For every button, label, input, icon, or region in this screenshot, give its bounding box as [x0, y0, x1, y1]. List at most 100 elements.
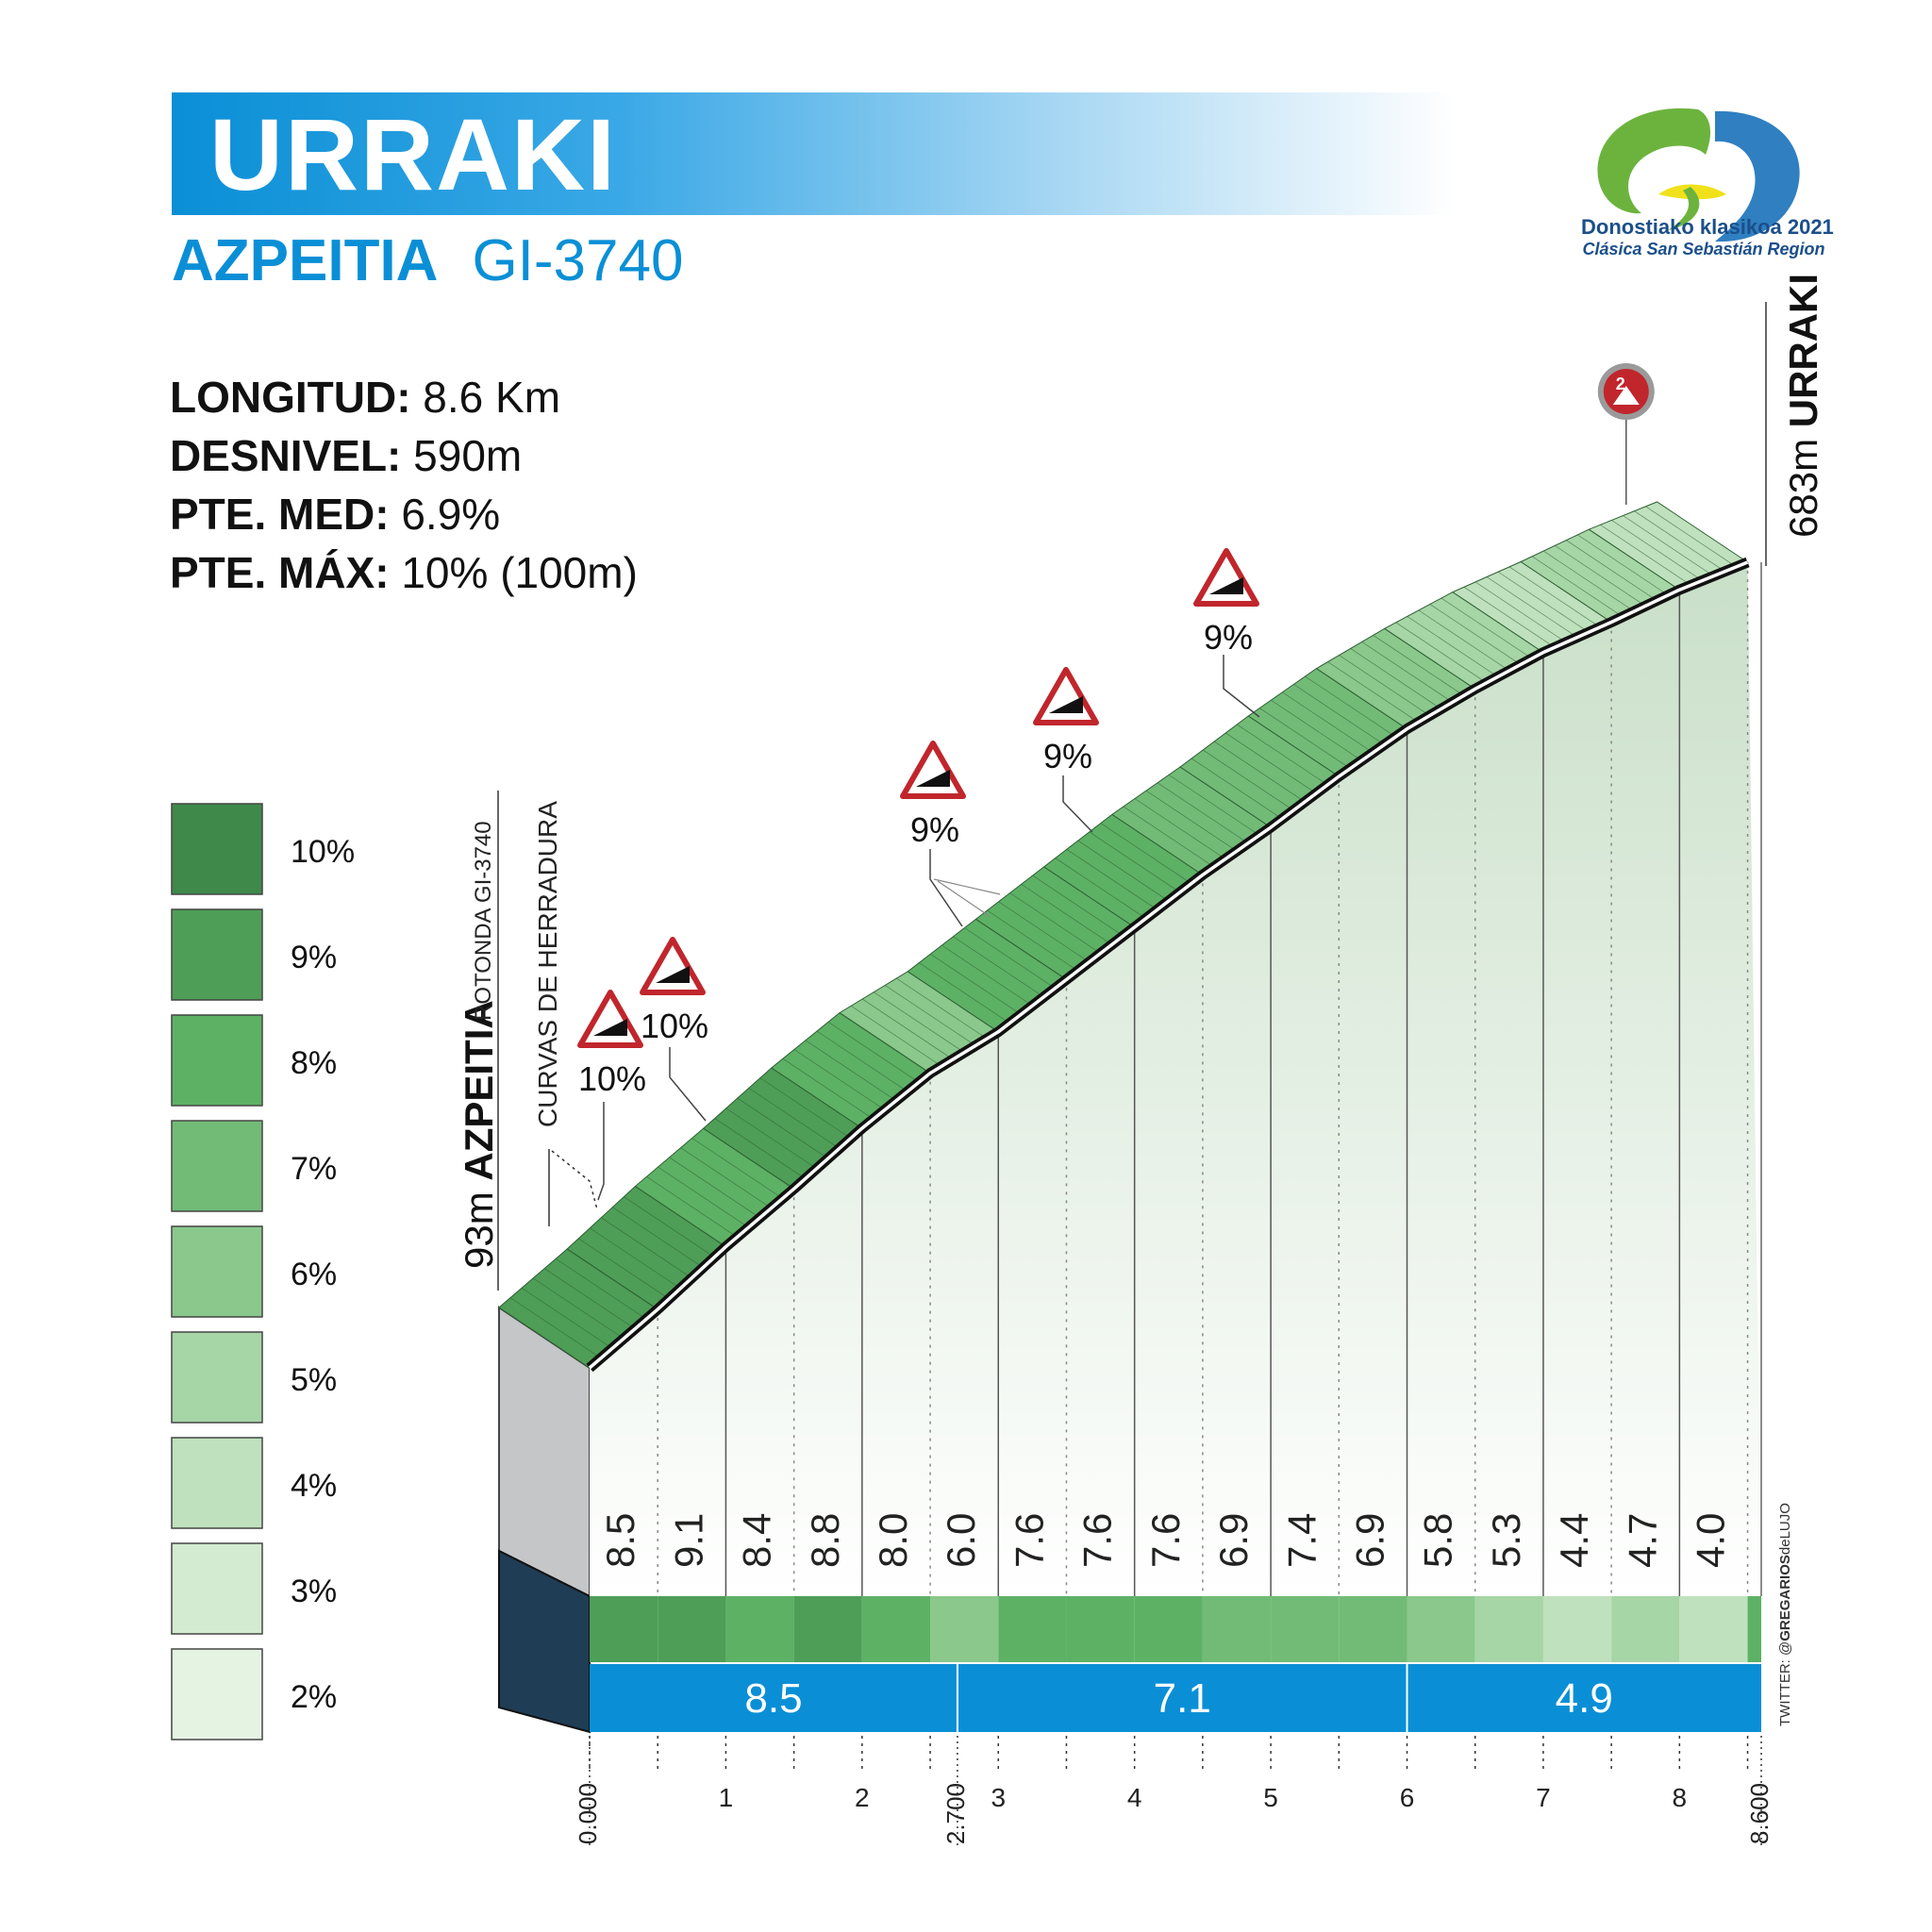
special-tick-label: 2.700 — [941, 1783, 970, 1844]
max-grade-5-leader — [1223, 655, 1260, 718]
band-stripe — [1213, 741, 1306, 803]
max-grade-3-sign — [900, 741, 966, 799]
band-stripe — [1497, 571, 1590, 633]
band-stripe — [1373, 635, 1464, 696]
logo-line-2: Clásica San Sebastián Region — [1582, 240, 1825, 258]
gradient-band-cell — [1474, 1596, 1543, 1662]
band-stripe — [805, 1040, 897, 1102]
x-tick-label: 8 — [1673, 1783, 1688, 1812]
band-stripe — [1645, 506, 1737, 568]
profile-fill — [590, 562, 1761, 1596]
band-stripe — [782, 1058, 874, 1120]
gradient-band-cell — [1542, 1596, 1612, 1662]
max-grade-2-sign-slope — [656, 966, 690, 983]
band-stripe — [1418, 609, 1510, 672]
summit-altitude: 683m — [1781, 427, 1825, 538]
band-stripe — [873, 991, 965, 1054]
band-stripe — [964, 927, 1056, 989]
x-tick-label: 6 — [1400, 1783, 1415, 1812]
band-stripe — [1474, 581, 1567, 643]
legend-label: 7% — [291, 1151, 337, 1187]
band-stripe — [1145, 790, 1238, 852]
band-stripe — [1339, 655, 1430, 716]
gradient-band-cell — [793, 1596, 862, 1662]
x-tick-label: 2 — [855, 1783, 870, 1812]
band-stripe — [612, 1207, 704, 1269]
band-stripe — [953, 936, 1044, 998]
page-title: URRAKI — [209, 97, 617, 211]
summit-label: 683m URRAKI — [1781, 274, 1825, 538]
legend-label: 8% — [291, 1045, 337, 1081]
gradient-band-cell — [590, 1596, 658, 1662]
band-stripe — [748, 1088, 840, 1149]
sector-gradient-label: 7.1 — [1154, 1675, 1211, 1722]
band-stripe — [578, 1238, 670, 1300]
band-stripe — [669, 1157, 760, 1219]
band-stripe — [737, 1097, 828, 1159]
band-stripe — [1441, 597, 1533, 659]
band-stripe — [1225, 732, 1317, 794]
band-stripe — [1237, 724, 1328, 786]
max-grade-3-label: 9% — [910, 810, 959, 849]
band-stripe — [1577, 534, 1669, 596]
band-stripe — [1634, 510, 1725, 573]
band-stripe — [590, 1227, 681, 1290]
band-stripe — [658, 1166, 749, 1228]
band-stripe — [827, 1021, 920, 1083]
segment-gradient-label: 6.0 — [939, 1513, 983, 1568]
stat-length: LONGITUD: 8.6 Km — [170, 373, 561, 422]
gradient-band-cell — [725, 1596, 794, 1662]
band-stripe — [1259, 708, 1351, 769]
band-stripe — [1350, 648, 1441, 709]
band-stripe — [725, 1108, 817, 1170]
start-town: AZPEITIA — [172, 228, 439, 293]
band-stripe — [816, 1030, 908, 1092]
gradient-legend: 10% 9% 8% 7% 6% 5% 4% 3% 2% — [171, 803, 355, 1740]
band-stripe — [1282, 691, 1374, 754]
max-grade-4-sign — [1033, 667, 1099, 725]
start-note: ROTONDA GI-3740 — [471, 821, 496, 1021]
band-stripe — [543, 1268, 636, 1329]
stat-avg-gradient: PTE. MED: 6.9% — [170, 490, 501, 539]
max-grade-2-sign — [640, 937, 706, 995]
band-stripe — [1077, 840, 1170, 902]
band-stripe — [1555, 545, 1646, 607]
gradient-band-cell — [1611, 1596, 1680, 1662]
logo-line-1: Donostiako klasikoa 2021 — [1581, 215, 1834, 239]
max-grade-1-sign-slope — [593, 1019, 627, 1036]
segment-gradient-label: 7.6 — [1075, 1513, 1120, 1568]
legend-swatch — [171, 803, 263, 895]
legend-swatch — [171, 1437, 263, 1529]
band-stripe — [793, 1049, 886, 1110]
segment-gradient-label: 4.7 — [1620, 1513, 1664, 1568]
band-stripe — [987, 909, 1078, 972]
segment-gradient-label: 5.8 — [1416, 1513, 1460, 1568]
legend-swatch — [171, 1542, 263, 1635]
max-grade-4-leader — [1062, 775, 1093, 833]
max-grade-3-sign-slope — [916, 770, 950, 787]
band-stripe — [1508, 566, 1601, 628]
max-grade-3-leader-b — [933, 878, 1001, 895]
band-stripe — [850, 1005, 942, 1067]
band-stripe — [1566, 540, 1657, 601]
legend-label: 6% — [291, 1257, 337, 1292]
segment-gradient-label: 7.6 — [1007, 1513, 1051, 1568]
band-stripe — [998, 901, 1090, 963]
legend-swatch — [171, 1120, 263, 1212]
segment-gradient-label: 7.4 — [1279, 1513, 1324, 1568]
band-stripe — [1395, 622, 1487, 684]
band-stripe — [1486, 576, 1578, 638]
band-stripe — [1066, 849, 1158, 910]
sector-gradient-label: 8.5 — [744, 1675, 802, 1722]
band-stripe — [1305, 675, 1396, 738]
legend-swatch — [171, 1331, 263, 1424]
start-label: 93m AZPEITIA — [457, 1000, 501, 1269]
legend-label: 3% — [291, 1574, 337, 1609]
summit-name: URRAKI — [1781, 274, 1825, 427]
gradient-band-cell — [998, 1596, 1067, 1662]
band-stripe — [1623, 515, 1714, 576]
band-stripe — [861, 998, 954, 1060]
band-stripe — [1021, 884, 1112, 945]
band-stripe — [1327, 661, 1419, 723]
gradient-band-cell — [1407, 1596, 1475, 1662]
